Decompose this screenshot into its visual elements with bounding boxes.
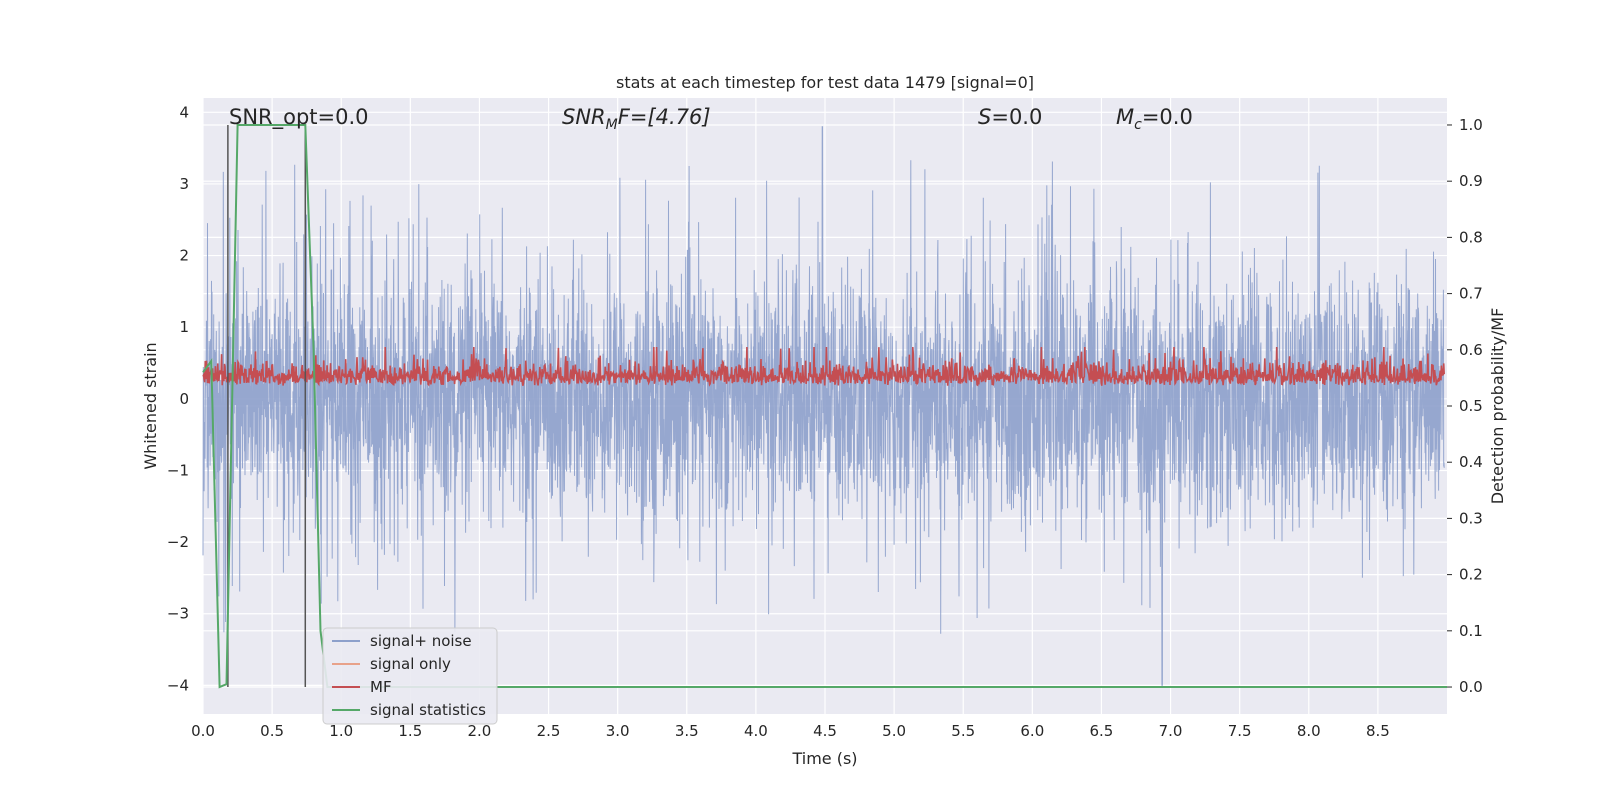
series-statistics-line	[202, 124, 1447, 689]
x-tick-13: 6.5	[1090, 722, 1114, 740]
x-tick-5: 2.5	[537, 722, 561, 740]
statistics-series	[202, 124, 1447, 689]
y-right-tick-1: 0.9	[1459, 172, 1483, 190]
x-tick-3: 1.5	[398, 722, 422, 740]
y-right-tick-5: 0.5	[1459, 397, 1483, 415]
annotation-s-base: S	[978, 105, 991, 129]
y-left-tick-6: −2	[167, 533, 189, 551]
x-tick-8: 4.0	[744, 722, 768, 740]
y-right-tick-8: 0.2	[1459, 566, 1483, 584]
x-tick-1: 0.5	[260, 722, 284, 740]
annotation-snr-mf-sub: M	[606, 117, 618, 133]
annotation-snr-mf-rest: F=[4.76]	[618, 105, 711, 129]
annotation-snr-mf: SNRMF=[4.76]	[562, 105, 711, 133]
y-right-tick-4: 0.6	[1459, 341, 1483, 359]
y-right-tick-6: 0.4	[1459, 453, 1483, 471]
annotation-snr-opt: SNR_opt=0.0	[229, 105, 369, 130]
y-left-tick-8: −4	[167, 676, 189, 694]
y-left-tick-3: 1	[179, 318, 189, 336]
series-mf-line	[202, 346, 1445, 387]
x-tick-10: 5.0	[882, 722, 906, 740]
x-tick-14: 7.0	[1159, 722, 1183, 740]
mf-series	[202, 346, 1445, 387]
annotation-mc-sub: c	[1134, 117, 1142, 133]
y-left-tick-5: −1	[167, 461, 189, 479]
y-left-axis-ticks: 4 3 2 1 0 −1 −2 −3 −4	[167, 103, 189, 694]
legend-box	[322, 627, 498, 725]
x-tick-15: 7.5	[1228, 722, 1252, 740]
y-left-tick-2: 2	[179, 247, 189, 265]
x-tick-7: 3.5	[675, 722, 699, 740]
x-tick-6: 3.0	[606, 722, 630, 740]
y-right-axis-ticks: 1.0 0.9 0.8 0.7 0.6 0.5 0.4 0.3 0.2 0.1 0.0	[1447, 116, 1483, 696]
y-left-tick-0: 4	[179, 103, 189, 121]
y-left-tick-7: −3	[167, 605, 189, 623]
annotation-mc-rest: =0.0	[1142, 105, 1193, 129]
y-right-tick-3: 0.7	[1459, 285, 1483, 303]
annotation-s: S=0.0	[978, 105, 1042, 129]
y-right-tick-7: 0.3	[1459, 509, 1483, 527]
x-axis-ticks: 0.0 0.5 1.0 1.5 2.0 2.5 3.0 3.5 4.0 4.5 5.0 5.5 6.0 6…	[191, 722, 1390, 740]
annotation-mc-base: M	[1116, 105, 1134, 129]
legend: signal+ noise signal only MF signal stat…	[322, 627, 498, 725]
x-tick-2: 1.0	[329, 722, 353, 740]
x-tick-12: 6.0	[1020, 722, 1044, 740]
chart-title: stats at each timestep for test data 147…	[616, 73, 1034, 92]
annotation-mc: Mc=0.0	[1116, 105, 1193, 133]
annotation-s-rest: =0.0	[991, 105, 1042, 129]
x-tick-4: 2.0	[468, 722, 492, 740]
y-left-tick-1: 3	[179, 175, 189, 193]
x-tick-9: 4.5	[813, 722, 837, 740]
x-tick-16: 8.0	[1297, 722, 1321, 740]
legend-label-noise: signal+ noise	[370, 632, 472, 650]
y-left-axis-title: Whitened strain	[141, 342, 160, 469]
y-left-tick-4: 0	[179, 390, 189, 408]
y-right-tick-9: 0.1	[1459, 622, 1483, 640]
y-right-tick-2: 0.8	[1459, 228, 1483, 246]
x-tick-0: 0.0	[191, 722, 215, 740]
x-tick-11: 5.5	[951, 722, 975, 740]
legend-label-stat: signal statistics	[370, 701, 486, 719]
annotation-snr-mf-base: SNR	[562, 105, 606, 129]
y-right-tick-10: 0.0	[1459, 678, 1483, 696]
y-right-axis-title: Detection probability/MF	[1488, 308, 1507, 505]
y-right-tick-0: 1.0	[1459, 116, 1483, 134]
legend-label-signal: signal only	[370, 655, 451, 673]
x-axis-title: Time (s)	[791, 749, 857, 768]
legend-label-mf: MF	[370, 678, 392, 696]
x-tick-17: 8.5	[1366, 722, 1390, 740]
